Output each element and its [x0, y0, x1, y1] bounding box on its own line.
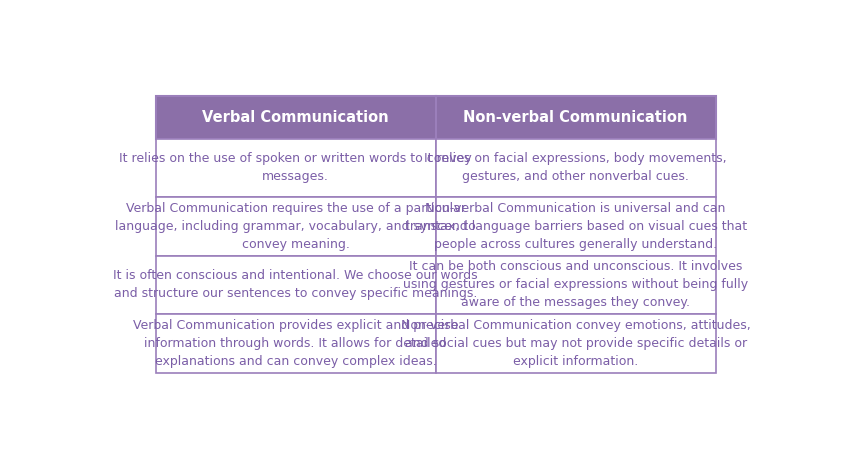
Text: Verbal Communication requires the use of a particular
language, including gramma: Verbal Communication requires the use of…: [116, 202, 476, 251]
Bar: [156, 139, 435, 197]
Text: It relies on facial expressions, body movements,
gestures, and other nonverbal c: It relies on facial expressions, body mo…: [424, 153, 727, 183]
Bar: [435, 197, 716, 256]
Text: It is often conscious and intentional. We choose our words
and structure our sen: It is often conscious and intentional. W…: [113, 270, 478, 301]
Bar: [435, 314, 716, 373]
Bar: [156, 256, 435, 314]
Text: Verbal Communication provides explicit and precise
information through words. It: Verbal Communication provides explicit a…: [133, 319, 458, 368]
Text: It can be both conscious and unconscious. It involves
using gestures or facial e: It can be both conscious and unconscious…: [403, 261, 748, 310]
Bar: [156, 95, 435, 139]
Text: Verbal Communication: Verbal Communication: [202, 109, 389, 125]
Text: Non-verbal Communication is universal and can
transcend language barriers based : Non-verbal Communication is universal an…: [405, 202, 746, 251]
Bar: [435, 256, 716, 314]
Bar: [156, 314, 435, 373]
Bar: [156, 197, 435, 256]
Bar: [435, 95, 716, 139]
Bar: [435, 139, 716, 197]
Text: Non-verbal Communication convey emotions, attitudes,
and social cues but may not: Non-verbal Communication convey emotions…: [400, 319, 751, 368]
Text: Non-verbal Communication: Non-verbal Communication: [463, 109, 688, 125]
Text: It relies on the use of spoken or written words to convey
messages.: It relies on the use of spoken or writte…: [119, 153, 472, 183]
